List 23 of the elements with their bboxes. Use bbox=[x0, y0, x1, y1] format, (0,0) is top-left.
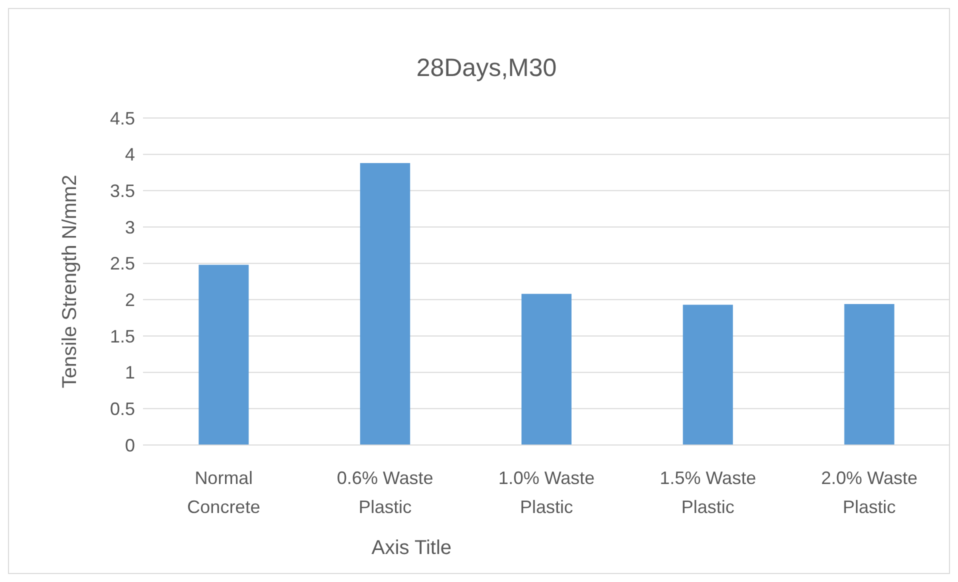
x-tick-label: Normal Concrete bbox=[187, 468, 260, 517]
y-tick-label: 3 bbox=[124, 217, 135, 238]
x-tick-label: 1.0% Waste Plastic bbox=[498, 468, 595, 517]
y-tick-label: 1 bbox=[124, 362, 135, 383]
x-tick-label: 0.6% Waste Plastic bbox=[336, 468, 434, 517]
y-tick-label: 0 bbox=[124, 435, 135, 456]
y-tick-label: 0.5 bbox=[110, 398, 135, 419]
bar bbox=[682, 304, 733, 445]
y-tick-label: 4 bbox=[124, 144, 135, 165]
y-tick-label: 3.5 bbox=[110, 180, 135, 201]
y-tick-label: 1.5 bbox=[110, 326, 135, 346]
x-axis-title: Axis Title bbox=[371, 537, 452, 559]
chart-title: 28Days,M30 bbox=[416, 54, 557, 82]
bar bbox=[521, 294, 572, 445]
y-axis-title: Tensile Strength N/mm2 bbox=[59, 174, 81, 388]
y-tick-label: 2.5 bbox=[110, 254, 135, 274]
x-tick-label: 2.0% Waste Plastic bbox=[821, 468, 918, 517]
y-tick-label: 2 bbox=[124, 290, 135, 310]
x-tick-label: 1.5% Waste Plastic bbox=[660, 468, 756, 517]
bar bbox=[360, 163, 410, 445]
y-tick-label: 4.5 bbox=[110, 108, 135, 128]
bar bbox=[844, 304, 894, 445]
bar bbox=[198, 264, 249, 445]
